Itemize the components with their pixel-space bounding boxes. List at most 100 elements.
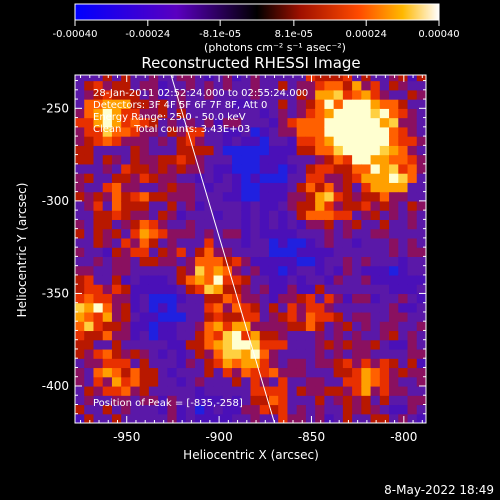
heatmap-cell bbox=[213, 99, 224, 109]
heatmap-cell bbox=[370, 99, 381, 109]
heatmap-cell bbox=[102, 358, 113, 369]
heatmap-cell bbox=[204, 385, 215, 396]
heatmap-cell bbox=[93, 145, 104, 156]
heatmap-cell bbox=[158, 99, 168, 109]
heatmap-cell bbox=[324, 228, 335, 239]
heatmap-cell bbox=[370, 145, 381, 156]
heatmap-cell bbox=[75, 413, 85, 423]
heatmap-cell bbox=[139, 219, 150, 230]
heatmap-cell bbox=[204, 247, 215, 258]
heatmap-cell bbox=[111, 330, 122, 341]
heatmap-cell bbox=[352, 237, 362, 248]
heatmap-cell bbox=[167, 358, 178, 369]
heatmap-cell bbox=[176, 358, 187, 369]
heatmap-cell bbox=[148, 136, 159, 146]
heatmap-cell bbox=[296, 173, 307, 183]
heatmap-cell bbox=[259, 219, 270, 230]
heatmap-cell bbox=[195, 385, 205, 396]
heatmap-cell bbox=[93, 367, 104, 378]
heatmap-cell bbox=[130, 404, 141, 415]
heatmap-cell bbox=[204, 339, 215, 350]
heatmap-cell bbox=[416, 163, 426, 174]
heatmap-cell bbox=[250, 219, 261, 230]
heatmap-cell bbox=[296, 219, 307, 230]
heatmap-cell bbox=[222, 191, 233, 202]
heatmap-cell bbox=[324, 339, 335, 350]
heatmap-cell bbox=[416, 200, 426, 211]
heatmap-cell bbox=[379, 145, 390, 156]
heatmap-cell bbox=[121, 237, 132, 248]
heatmap-cell bbox=[158, 200, 168, 211]
heatmap-cell bbox=[416, 126, 426, 137]
heatmap-cell bbox=[213, 367, 224, 378]
heatmap-cell bbox=[102, 210, 113, 220]
heatmap-cell bbox=[167, 348, 178, 359]
heatmap-cell bbox=[361, 191, 372, 202]
heatmap-cell bbox=[370, 284, 381, 295]
heatmap-cell bbox=[407, 376, 418, 387]
heatmap-cell bbox=[333, 99, 344, 109]
heatmap-cell bbox=[84, 302, 95, 313]
heatmap-cell bbox=[111, 210, 122, 220]
heatmap-cell bbox=[352, 89, 362, 100]
heatmap-cell bbox=[315, 163, 325, 174]
heatmap-cell bbox=[407, 413, 418, 423]
heatmap-cell bbox=[84, 265, 95, 276]
heatmap-cell bbox=[111, 247, 122, 258]
heatmap-cell bbox=[176, 237, 187, 248]
heatmap-cell bbox=[389, 237, 399, 248]
heatmap-cell bbox=[416, 274, 426, 285]
heatmap-cell bbox=[287, 163, 298, 174]
heatmap-cell bbox=[102, 311, 113, 322]
heatmap-cell bbox=[416, 89, 426, 100]
heatmap-cell bbox=[278, 89, 289, 100]
heatmap-cell bbox=[278, 126, 289, 137]
heatmap-cell bbox=[352, 247, 362, 258]
heatmap-cell bbox=[213, 163, 224, 174]
heatmap-cell bbox=[93, 247, 104, 258]
heatmap-cell bbox=[148, 75, 159, 82]
heatmap-cell bbox=[370, 339, 381, 350]
heatmap-cell bbox=[361, 219, 372, 230]
heatmap-cell bbox=[287, 126, 298, 137]
heatmap-cell bbox=[352, 339, 362, 350]
heatmap-cell bbox=[250, 367, 261, 378]
heatmap-cell bbox=[287, 395, 298, 406]
heatmap-cell bbox=[389, 330, 399, 341]
heatmap-cell bbox=[361, 413, 372, 423]
heatmap-cell bbox=[361, 376, 372, 387]
heatmap-cell bbox=[370, 413, 381, 423]
heatmap-cell bbox=[213, 80, 224, 91]
heatmap-cell bbox=[407, 219, 418, 230]
heatmap-cell bbox=[305, 247, 316, 258]
heatmap-cell bbox=[213, 358, 224, 369]
heatmap-cell bbox=[389, 191, 399, 202]
heatmap-cell bbox=[407, 321, 418, 332]
heatmap-cell bbox=[84, 228, 95, 239]
heatmap-cell bbox=[296, 210, 307, 220]
heatmap-cell bbox=[315, 108, 325, 119]
heatmap-cell bbox=[167, 376, 178, 387]
heatmap-cell bbox=[232, 126, 242, 137]
heatmap-cell bbox=[158, 413, 168, 423]
heatmap-cell bbox=[352, 284, 362, 295]
heatmap-cell bbox=[213, 154, 224, 165]
heatmap-cell bbox=[158, 154, 168, 165]
heatmap-cell bbox=[121, 256, 132, 267]
heatmap-cell bbox=[139, 154, 150, 165]
heatmap-cell bbox=[167, 191, 178, 202]
heatmap-cell bbox=[361, 348, 372, 359]
heatmap-cell bbox=[407, 302, 418, 313]
heatmap-cell bbox=[84, 173, 95, 183]
heatmap-cell bbox=[84, 330, 95, 341]
heatmap-cell bbox=[259, 154, 270, 165]
heatmap-cell bbox=[389, 265, 399, 276]
heatmap-cell bbox=[241, 182, 252, 193]
heatmap-cell bbox=[158, 89, 168, 100]
heatmap-cell bbox=[278, 228, 289, 239]
heatmap-cell bbox=[416, 348, 426, 359]
heatmap-cell bbox=[296, 117, 307, 128]
heatmap-cell bbox=[222, 237, 233, 248]
heatmap-cell bbox=[176, 348, 187, 359]
heatmap-cell bbox=[176, 293, 187, 304]
